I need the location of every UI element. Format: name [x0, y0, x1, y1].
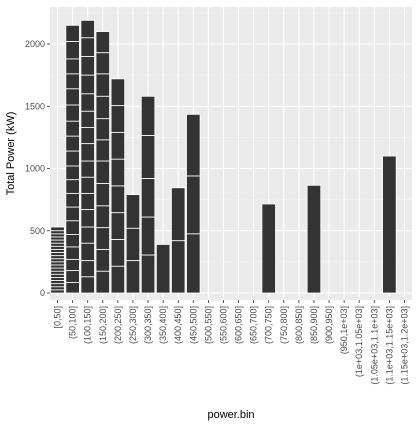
y-tick-label: 1500 — [25, 101, 45, 111]
x-axis-title: power.bin — [207, 409, 254, 421]
x-tick-label: (650,700] — [249, 306, 259, 344]
x-tick-label: (700,750] — [264, 306, 274, 344]
plot-panel — [50, 7, 412, 300]
x-tick-label: (400,450] — [173, 306, 183, 344]
x-tick-label: (750,800] — [279, 306, 289, 344]
bar-(1.1e+03,1.15e+03] — [382, 155, 397, 294]
y-tick-label: 0 — [40, 288, 45, 298]
bar-(100,150] — [80, 19, 95, 294]
x-tick-label: (1.1e+03,1.15e+03] — [384, 306, 394, 385]
x-tick-label: (350,400] — [158, 306, 168, 344]
x-tick-label: (1.05e+03,1.1e+03] — [369, 306, 379, 385]
x-tick-label: (200,250] — [113, 306, 123, 344]
y-tick-label: 2000 — [25, 39, 45, 49]
x-tick-label: (500,550] — [203, 306, 213, 344]
bar-(700,750] — [261, 203, 276, 294]
bar-(300,350] — [140, 95, 156, 294]
x-tick-label: (800,850] — [294, 306, 304, 344]
x-tick-label: (50,100] — [68, 306, 78, 339]
y-axis-title: Total Power (kW) — [5, 112, 17, 196]
bar-(150,200] — [95, 31, 110, 294]
x-tick-label: (1e+03,1.05e+03] — [354, 306, 364, 377]
bar-(450,500] — [186, 113, 201, 294]
bar-(850,900] — [306, 184, 322, 294]
y-axis-ticks: 0 500 1000 1500 2000 — [25, 39, 50, 298]
y-tick-label: 500 — [30, 226, 45, 236]
bar-(350,400] — [155, 244, 171, 294]
x-tick-label: (150,200] — [98, 306, 108, 344]
bars — [50, 19, 397, 294]
bar-(250,300] — [125, 194, 141, 294]
x-tick-label: (450,500] — [188, 306, 198, 344]
x-axis-ticks: [0,50] (50,100] (100,150] (150,200] (200,250… — [53, 300, 409, 385]
x-tick-label: (900,950] — [324, 306, 334, 344]
x-tick-label: (250,300] — [128, 306, 138, 344]
x-tick-label: (950,1e+03] — [339, 306, 349, 354]
x-tick-label: (300,350] — [143, 306, 153, 344]
x-tick-label: (1.15e+03,1.2e+03] — [399, 306, 409, 385]
x-tick-label: (600,650] — [234, 306, 244, 344]
x-tick-label: (550,600] — [218, 306, 228, 344]
x-tick-label: (850,900] — [309, 306, 319, 344]
x-tick-label: (100,150] — [83, 306, 93, 344]
x-tick-label: [0,50] — [53, 306, 63, 329]
y-tick-label: 1000 — [25, 164, 45, 174]
bar-(50,100] — [65, 24, 80, 294]
